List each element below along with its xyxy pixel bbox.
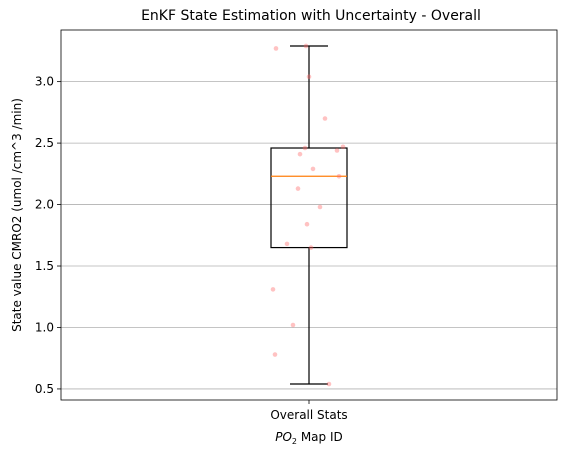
y-tick-label: 2.0: [35, 198, 54, 212]
x-axis-ticks: Overall Stats: [270, 400, 348, 422]
data-point: [336, 173, 342, 179]
data-point: [340, 144, 346, 150]
data-point: [302, 145, 308, 151]
y-tick-label: 3.0: [35, 75, 54, 89]
y-tick-label: 0.5: [35, 382, 54, 396]
data-point: [297, 151, 303, 157]
data-point: [317, 204, 323, 210]
interquartile-box: [270, 147, 348, 249]
y-tick-label: 2.5: [35, 136, 54, 150]
data-point: [334, 148, 340, 153]
y-tick-label: 1.5: [35, 259, 54, 273]
data-point: [295, 186, 301, 191]
data-point: [284, 241, 290, 247]
jitter-points: [270, 43, 346, 387]
data-point: [310, 166, 316, 172]
data-point: [304, 221, 310, 227]
data-point: [273, 46, 279, 51]
data-point: [326, 381, 332, 387]
x-axis-label: PO2 Map ID: [275, 430, 343, 446]
chart-title: EnKF State Estimation with Uncertainty -…: [141, 8, 481, 24]
y-axis-label: State value CMRO2 (umol /cm^3 /min): [10, 98, 24, 332]
box-plot: [270, 45, 348, 385]
data-point: [290, 322, 296, 328]
data-point: [303, 43, 309, 49]
data-point: [306, 74, 312, 80]
y-axis-ticks: 0.5 1.0 1.5 2.0 2.5 3.0: [35, 75, 61, 396]
data-point: [272, 352, 278, 357]
data-point: [270, 287, 276, 292]
y-tick-label: 1.0: [35, 320, 54, 334]
data-point: [322, 116, 328, 121]
x-tick-label: Overall Stats: [270, 408, 347, 422]
data-point: [308, 245, 314, 250]
